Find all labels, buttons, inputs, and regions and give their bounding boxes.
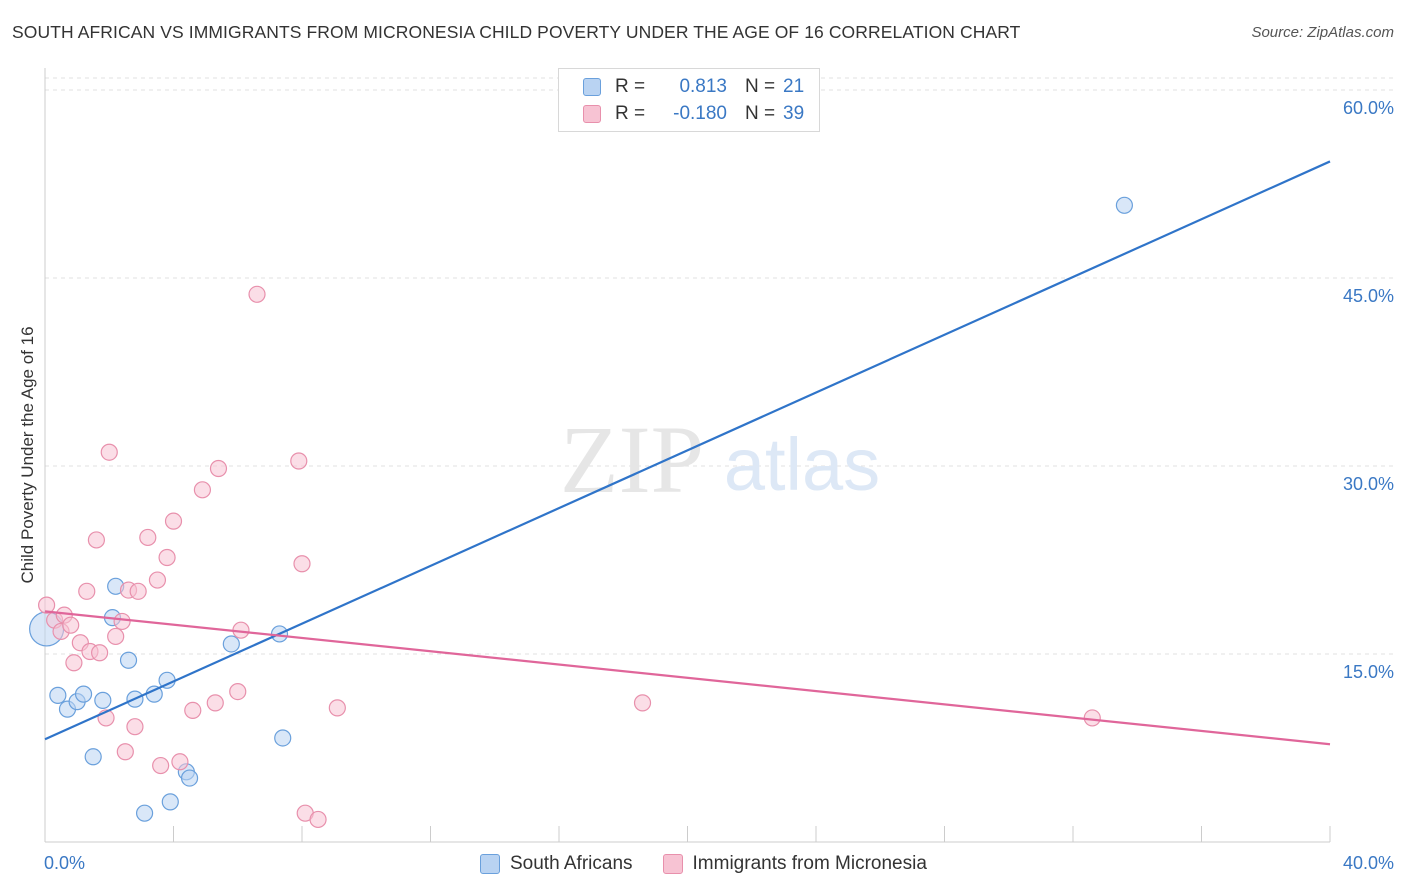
y-tick-label: 30.0% xyxy=(1343,474,1394,494)
n-label: N = xyxy=(745,103,776,124)
point-south-africans xyxy=(84,748,102,766)
chart-source: Source: ZipAtlas.com xyxy=(1251,24,1394,41)
point-south-africans xyxy=(1115,196,1134,214)
trend-line-south-africans xyxy=(44,160,1331,741)
point-micronesia xyxy=(129,582,147,600)
series-legend: South Africans Immigrants from Micronesi… xyxy=(480,852,957,876)
point-micronesia xyxy=(633,694,652,712)
point-micronesia xyxy=(107,627,125,646)
trend-lines xyxy=(44,160,1331,746)
r-value: -0.180 xyxy=(673,103,727,124)
legend-label: South Africans xyxy=(510,853,633,874)
legend-swatch-pink xyxy=(583,105,601,123)
r-label: R = xyxy=(615,103,646,124)
point-micronesia xyxy=(116,743,134,761)
y-tick-label: 15.0% xyxy=(1343,662,1394,682)
point-micronesia xyxy=(78,582,96,600)
point-micronesia xyxy=(164,512,183,530)
point-micronesia xyxy=(171,753,189,771)
legend-row-south-africans: R = 0.813 N = 21 xyxy=(583,75,804,99)
n-value: 21 xyxy=(783,76,805,97)
point-micronesia xyxy=(139,528,157,547)
legend-label: Immigrants from Micronesia xyxy=(692,853,927,874)
point-micronesia xyxy=(148,571,167,589)
point-micronesia xyxy=(38,596,56,614)
point-micronesia xyxy=(328,699,346,717)
watermark-atlas: atlas xyxy=(724,423,880,506)
y-tick-label: 60.0% xyxy=(1343,98,1394,118)
trend-line-micronesia xyxy=(44,610,1331,746)
point-micronesia xyxy=(206,694,224,712)
watermark: ZIP atlas xyxy=(560,406,880,513)
r-label: R = xyxy=(615,76,646,97)
point-south-africans xyxy=(49,686,67,704)
watermark-zip: ZIP xyxy=(560,406,704,513)
point-south-africans xyxy=(222,635,240,653)
point-south-africans xyxy=(180,769,199,787)
legend-item-south-africans[interactable]: South Africans xyxy=(480,853,633,875)
point-south-africans xyxy=(135,804,154,822)
point-micronesia xyxy=(248,285,266,303)
y-tick-label: 45.0% xyxy=(1343,286,1394,306)
point-south-africans xyxy=(161,793,179,811)
point-south-africans xyxy=(94,691,112,709)
point-south-africans xyxy=(119,651,138,669)
point-micronesia xyxy=(65,654,83,672)
r-value: 0.813 xyxy=(679,76,727,97)
point-micronesia xyxy=(184,701,202,720)
point-micronesia xyxy=(1083,709,1101,727)
point-micronesia xyxy=(293,555,311,573)
point-micronesia xyxy=(229,682,247,701)
n-value: 39 xyxy=(783,103,805,124)
point-micronesia xyxy=(91,644,109,662)
point-micronesia xyxy=(62,616,80,634)
tick-labels: 15.0% 30.0% 45.0% 60.0% 0.0% 40.0% xyxy=(44,98,1394,873)
point-micronesia xyxy=(100,443,118,461)
grid-lines xyxy=(45,77,1394,655)
axes xyxy=(44,68,1331,843)
point-micronesia xyxy=(290,452,308,470)
legend-row-micronesia: R = -0.180 N = 39 xyxy=(583,102,804,126)
point-south-africans xyxy=(274,729,292,747)
legend-item-micronesia[interactable]: Immigrants from Micronesia xyxy=(662,853,927,875)
point-micronesia xyxy=(126,718,144,736)
legend-swatch-pink xyxy=(662,854,683,874)
legend-swatch-blue xyxy=(583,78,601,96)
n-label: N = xyxy=(745,76,776,97)
y-axis-label: Child Poverty Under the Age of 16 xyxy=(18,326,37,584)
legend-swatch-blue xyxy=(480,854,500,874)
point-micronesia xyxy=(209,459,228,478)
chart-title: SOUTH AFRICAN VS IMMIGRANTS FROM MICRONE… xyxy=(12,22,1021,42)
x-tick-label: 40.0% xyxy=(1343,853,1394,873)
point-micronesia xyxy=(87,531,106,549)
x-tick-label: 0.0% xyxy=(44,853,85,873)
point-micronesia xyxy=(158,548,176,567)
point-micronesia xyxy=(152,756,170,775)
point-micronesia xyxy=(193,481,212,499)
correlation-legend: R = 0.813 N = 21 R = -0.180 N = 39 xyxy=(558,68,820,132)
point-micronesia xyxy=(309,810,327,829)
point-south-africans xyxy=(74,685,93,703)
point-micronesia xyxy=(113,612,131,631)
